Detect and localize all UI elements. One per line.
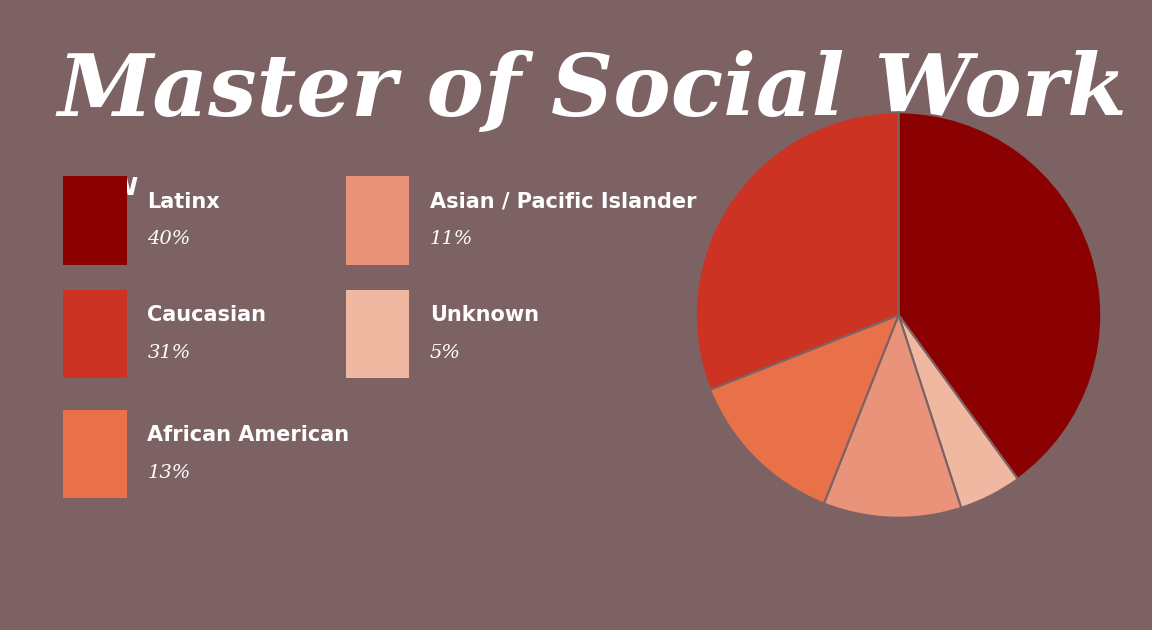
Wedge shape bbox=[899, 315, 1017, 508]
Text: 11%: 11% bbox=[430, 231, 473, 248]
FancyBboxPatch shape bbox=[63, 290, 127, 378]
Text: African American: African American bbox=[147, 425, 349, 445]
FancyBboxPatch shape bbox=[63, 410, 127, 498]
FancyBboxPatch shape bbox=[346, 290, 409, 378]
Wedge shape bbox=[710, 315, 899, 503]
Text: Master of Social Work: Master of Social Work bbox=[58, 50, 1128, 134]
Text: 5%: 5% bbox=[430, 344, 461, 362]
Wedge shape bbox=[824, 315, 961, 518]
Text: 31%: 31% bbox=[147, 344, 191, 362]
Wedge shape bbox=[696, 112, 899, 389]
FancyBboxPatch shape bbox=[63, 176, 127, 265]
Text: 13%: 13% bbox=[147, 464, 191, 481]
Text: Asian / Pacific Islander: Asian / Pacific Islander bbox=[430, 192, 696, 212]
Text: Latinx: Latinx bbox=[147, 192, 220, 212]
Text: MSW: MSW bbox=[69, 176, 139, 200]
Text: Caucasian: Caucasian bbox=[147, 305, 266, 325]
Text: Unknown: Unknown bbox=[430, 305, 539, 325]
Text: 40%: 40% bbox=[147, 231, 191, 248]
Wedge shape bbox=[899, 112, 1101, 479]
FancyBboxPatch shape bbox=[346, 176, 409, 265]
